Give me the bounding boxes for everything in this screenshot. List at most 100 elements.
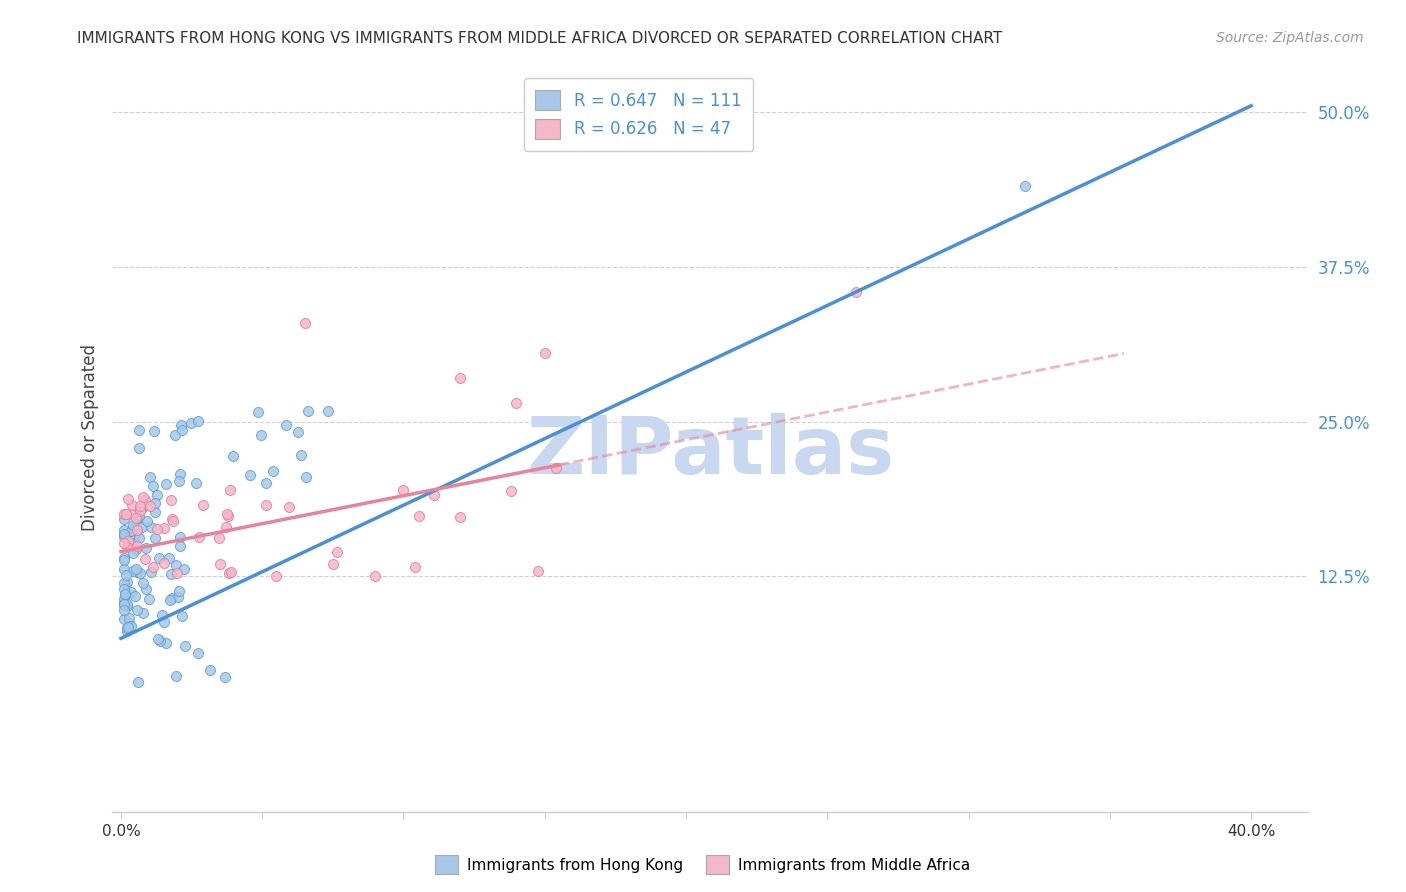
Point bbox=[143, 505, 166, 519]
Text: IMMIGRANTS FROM HONG KONG VS IMMIGRANTS FROM MIDDLE AFRICA DIVORCED OR SEPARATED: IMMIGRANTS FROM HONG KONG VS IMMIGRANTS … bbox=[77, 31, 1002, 46]
Point bbox=[262, 463, 284, 477]
Point bbox=[142, 479, 165, 493]
Point bbox=[215, 507, 238, 521]
Point bbox=[115, 507, 138, 521]
Text: Source: ZipAtlas.com: Source: ZipAtlas.com bbox=[1216, 31, 1364, 45]
Point bbox=[287, 425, 309, 439]
Point bbox=[112, 523, 135, 537]
Point bbox=[112, 553, 135, 567]
Point bbox=[114, 587, 136, 601]
Point bbox=[162, 515, 184, 529]
Point bbox=[135, 541, 157, 555]
Point bbox=[149, 634, 172, 648]
Point bbox=[115, 567, 138, 582]
Point bbox=[254, 475, 277, 490]
Point bbox=[449, 510, 471, 524]
Point bbox=[117, 540, 139, 554]
Point bbox=[112, 612, 135, 626]
Point bbox=[141, 519, 163, 533]
Point bbox=[134, 492, 156, 507]
Point bbox=[128, 423, 150, 437]
Point bbox=[155, 635, 177, 649]
Point bbox=[198, 663, 221, 677]
Point bbox=[125, 539, 148, 553]
Point bbox=[218, 566, 240, 580]
Point bbox=[208, 557, 231, 571]
Point bbox=[187, 646, 209, 660]
Point bbox=[139, 470, 162, 484]
Point bbox=[166, 566, 188, 581]
Point bbox=[159, 593, 181, 607]
Point bbox=[112, 512, 135, 526]
Point bbox=[115, 574, 138, 589]
Point bbox=[112, 527, 135, 541]
Point bbox=[125, 542, 148, 557]
Point bbox=[170, 423, 193, 437]
Point bbox=[844, 285, 866, 299]
Point bbox=[423, 488, 446, 502]
Point bbox=[155, 477, 177, 491]
Point bbox=[165, 558, 187, 573]
Point bbox=[112, 550, 135, 565]
Point bbox=[322, 557, 344, 571]
Point bbox=[316, 404, 339, 418]
Point bbox=[121, 518, 143, 533]
Point bbox=[527, 564, 550, 578]
Point bbox=[184, 476, 207, 491]
Point bbox=[160, 566, 183, 581]
Point bbox=[117, 491, 139, 506]
Legend: Immigrants from Hong Kong, Immigrants from Middle Africa: Immigrants from Hong Kong, Immigrants fr… bbox=[429, 849, 977, 880]
Point bbox=[499, 483, 522, 498]
Point bbox=[120, 507, 142, 521]
Point bbox=[167, 583, 190, 598]
Point bbox=[191, 498, 214, 512]
Point bbox=[266, 569, 288, 583]
Point bbox=[122, 546, 145, 560]
Point bbox=[131, 520, 153, 534]
Point bbox=[112, 599, 135, 613]
Point bbox=[125, 511, 148, 525]
Point bbox=[112, 592, 135, 607]
Point bbox=[118, 616, 141, 631]
Point bbox=[129, 566, 152, 580]
Point bbox=[121, 498, 143, 512]
Point bbox=[138, 591, 160, 606]
Point bbox=[295, 469, 318, 483]
Point bbox=[125, 510, 148, 524]
Point bbox=[246, 405, 269, 419]
Point bbox=[170, 418, 193, 433]
Point bbox=[139, 499, 162, 513]
Point bbox=[217, 508, 239, 523]
Point bbox=[169, 530, 191, 544]
Point bbox=[114, 588, 136, 602]
Point bbox=[208, 532, 231, 546]
Point bbox=[125, 523, 148, 537]
Point bbox=[114, 587, 136, 601]
Point bbox=[392, 483, 415, 497]
Point bbox=[125, 516, 148, 530]
Point bbox=[131, 501, 153, 516]
Point bbox=[150, 608, 173, 623]
Point bbox=[122, 529, 145, 543]
Point bbox=[278, 500, 301, 514]
Point bbox=[146, 632, 169, 646]
Point bbox=[170, 609, 193, 624]
Point bbox=[153, 615, 176, 629]
Point bbox=[112, 576, 135, 591]
Point bbox=[125, 562, 148, 576]
Point bbox=[290, 449, 312, 463]
Point bbox=[533, 346, 555, 360]
Point bbox=[125, 603, 148, 617]
Point bbox=[214, 520, 236, 534]
Point bbox=[112, 507, 135, 521]
Point bbox=[128, 509, 150, 524]
Point bbox=[167, 590, 190, 604]
Point bbox=[165, 669, 187, 683]
Point bbox=[239, 468, 262, 483]
Point bbox=[120, 585, 142, 599]
Point bbox=[142, 559, 165, 574]
Point bbox=[169, 467, 191, 482]
Point bbox=[129, 503, 152, 517]
Point bbox=[139, 565, 162, 579]
Point bbox=[160, 591, 183, 605]
